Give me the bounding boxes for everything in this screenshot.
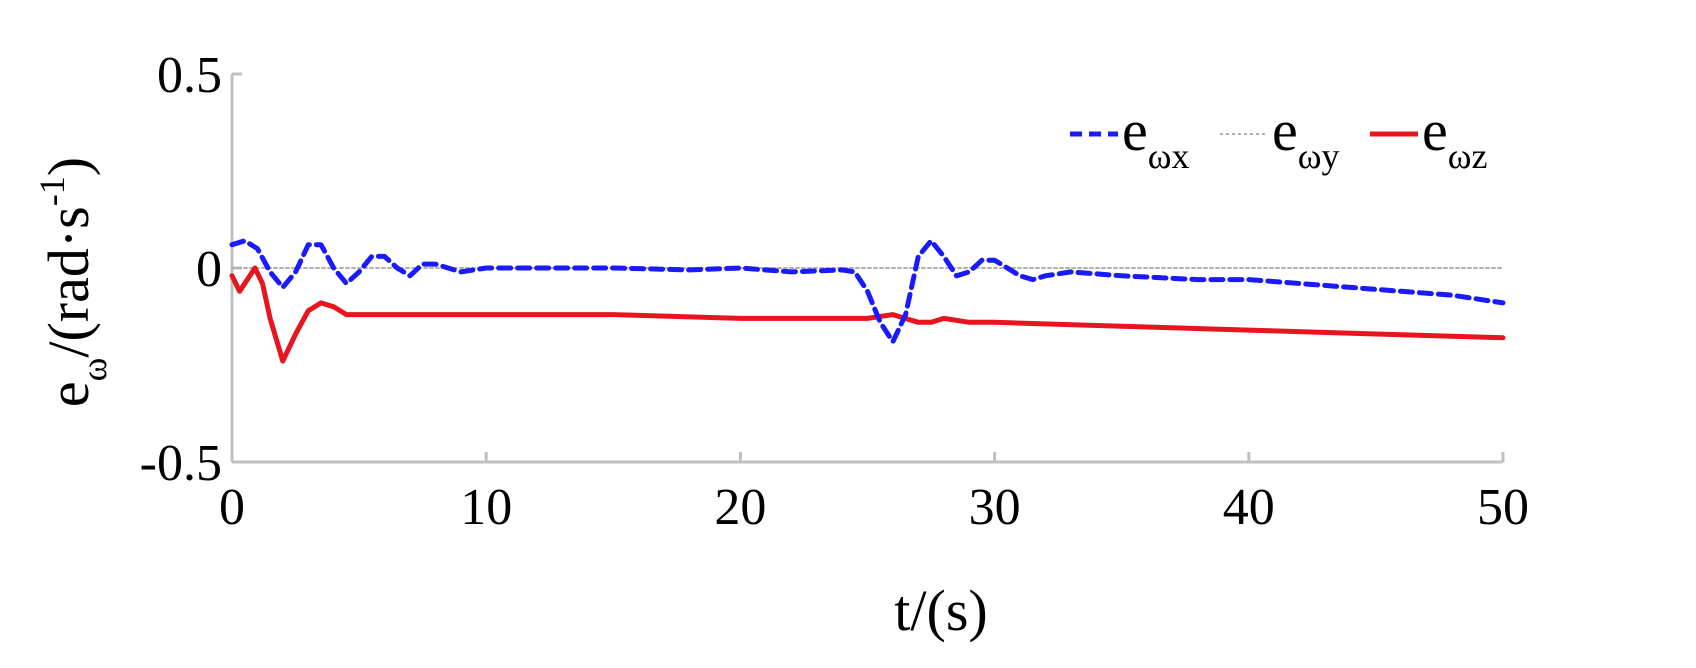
legend: eωx eωy eωz <box>1070 98 1487 176</box>
y-axis-label-close: ) <box>36 157 101 176</box>
legend-label-omega-y: eωy <box>1272 98 1339 176</box>
y-axis-label-sub: ω <box>74 358 114 382</box>
x-axis-label: t/(s) <box>894 578 987 643</box>
axis-titles: t/(s) eω/(rad·s-1) <box>32 157 988 643</box>
x-tick-label-10: 10 <box>460 479 512 536</box>
series-line-omega-x <box>229 238 1506 345</box>
x-tick-label-50: 50 <box>1477 479 1529 536</box>
tick-labels: 0 10 20 30 40 50-0.500.5 <box>140 47 1529 536</box>
y-tick-label-0: 0 <box>196 241 222 298</box>
x-tick-label-30: 30 <box>969 479 1021 536</box>
y-axis-label-main: e <box>36 381 101 407</box>
x-tick-label-0: 0 <box>219 479 245 536</box>
legend-label-omega-x: eωx <box>1122 98 1189 176</box>
x-tick-label-40: 40 <box>1223 479 1275 536</box>
plot-area <box>229 238 1506 364</box>
series-line-omega-z <box>229 265 1506 364</box>
y-axis-label-unit: /(rad·s <box>36 206 101 357</box>
y-axis-label: eω/(rad·s-1) <box>32 157 114 407</box>
x-tick-label-20: 20 <box>714 479 766 536</box>
y-tick-label--0.5: -0.5 <box>140 435 222 492</box>
y-axis-label-sup: -1 <box>32 176 72 206</box>
y-tick-label-0.5: 0.5 <box>157 47 222 104</box>
legend-label-omega-z: eωz <box>1422 98 1487 176</box>
